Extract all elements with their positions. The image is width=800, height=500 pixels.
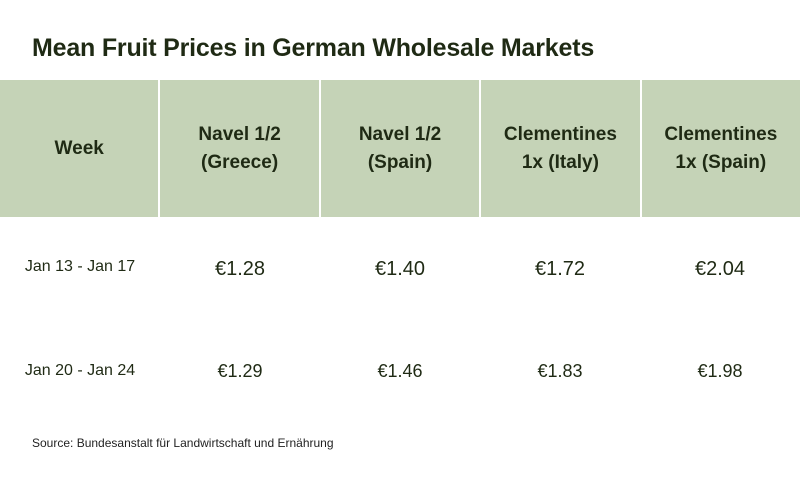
- chart-title: Mean Fruit Prices in German Wholesale Ma…: [32, 34, 595, 62]
- price-cell: €2.04: [694, 257, 746, 280]
- week-cell: Jan 20 - Jan 24: [24, 362, 136, 379]
- table-row: Jan 20 - Jan 24 €1.29 €1.46 €1.83 €1.98: [0, 321, 800, 421]
- source-note: Source: Bundesanstalt für Landwirtschaft…: [32, 436, 334, 450]
- column-header-week: Week: [0, 80, 161, 217]
- column-header-navel-greece: Navel 1/2 (Greece): [160, 80, 321, 217]
- column-header-clementines-italy: Clementines 1x (Italy): [481, 80, 642, 217]
- price-cell: €1.72: [534, 257, 586, 280]
- price-cell: €1.28: [214, 257, 266, 280]
- column-header-clementines-spain: Clementines 1x (Spain): [641, 80, 800, 217]
- price-cell: €1.46: [377, 360, 423, 381]
- price-cell: €1.40: [374, 257, 426, 280]
- price-cell: €1.98: [697, 360, 743, 381]
- price-cell: €1.29: [217, 360, 263, 381]
- week-cell: Jan 13 - Jan 17: [24, 258, 136, 275]
- table-row: Jan 13 - Jan 17 €1.28 €1.40 €1.72 €2.04: [0, 217, 800, 321]
- table-header-row: Week Navel 1/2 (Greece) Navel 1/2 (Spain…: [0, 80, 800, 217]
- column-header-navel-spain: Navel 1/2 (Spain): [320, 80, 482, 217]
- price-table: Week Navel 1/2 (Greece) Navel 1/2 (Spain…: [0, 80, 800, 421]
- price-cell: €1.83: [537, 360, 583, 381]
